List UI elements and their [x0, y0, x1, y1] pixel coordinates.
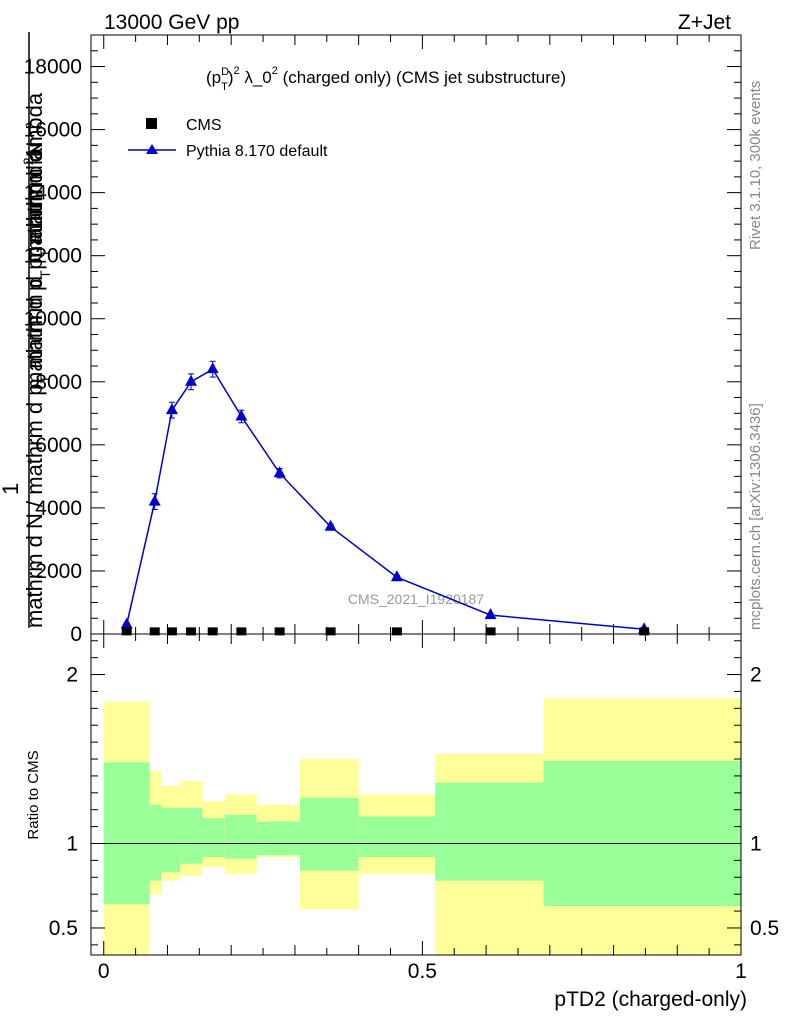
- legend-cms-marker: [146, 118, 157, 129]
- ratio-inner-band: [224, 814, 257, 859]
- pythia-point: [120, 617, 133, 629]
- ratio-panel-ticks: 0.5 0.51 12 20 0.5 1: [49, 634, 779, 983]
- ratio-inner-band: [300, 797, 359, 871]
- y-title-lower: mathrm d N / mathrm d pT mathrm d pT mat…: [22, 150, 53, 628]
- ratio-inner-band: [435, 782, 544, 881]
- x-tick-label: 1: [735, 960, 747, 983]
- ratio-y-tick-label: 2: [66, 664, 78, 687]
- y-tick-label: 8000: [35, 371, 82, 394]
- ratio-y-tick-label-right: 0.5: [750, 917, 779, 940]
- cms-point: [274, 627, 285, 636]
- pythia-point: [235, 409, 248, 421]
- y-title-one: 1: [0, 483, 23, 495]
- plot-title: (pD T)2 λ_02 (charged only) (CMS jet subs…: [206, 65, 566, 93]
- top-panel-ticks: 0 2000 4000 6000 8000 10000 12000 14000 16000 180…: [24, 35, 742, 646]
- y-tick-label: 18000: [24, 56, 82, 79]
- pythia-point: [206, 362, 219, 374]
- ratio-inner-band: [358, 816, 436, 858]
- pythia-point: [390, 570, 403, 582]
- ratio-panel-frame: [90, 633, 742, 956]
- pythia-point: [185, 374, 198, 386]
- x-axis-title: pTD2 (charged-only): [554, 988, 747, 1011]
- ratio-inner-band: [180, 808, 203, 864]
- rivet-version-label: Rivet 3.1.10, 300k events: [747, 81, 764, 250]
- y-tick-label: 10000: [24, 308, 82, 331]
- y-tick-label: 2000: [35, 560, 82, 583]
- ratio-y-tick-label: 1: [66, 832, 78, 855]
- y-tick-label: 4000: [35, 497, 82, 520]
- pythia-point: [273, 466, 286, 478]
- cms-point: [639, 627, 650, 636]
- y-tick-label: 16000: [24, 119, 82, 142]
- cms-point: [325, 627, 336, 636]
- y-axis-title: mathrm d2N mathrm d pT mathrm d lambda 1…: [0, 32, 53, 628]
- pythia-point: [165, 403, 178, 415]
- y-tick-label: 14000: [24, 182, 82, 205]
- y-tick-label: 12000: [24, 245, 82, 268]
- cms-point: [149, 627, 160, 636]
- mcplots-label: mcplots.cern.ch [arXiv:1306.3436]: [747, 403, 764, 630]
- y-tick-label: 6000: [35, 434, 82, 457]
- legend-cms-label: CMS: [186, 117, 222, 134]
- ratio-y-title: Ratio to CMS: [25, 750, 42, 839]
- energy-label: 13000 GeV pp: [104, 11, 239, 34]
- cms-point: [186, 627, 197, 636]
- cms-point: [485, 627, 496, 636]
- y-title-denominator-upper: mathrm d pT mathrm d lambda: [22, 92, 53, 390]
- cms-point: [236, 627, 247, 636]
- ratio-inner-band: [103, 762, 150, 905]
- ratio-inner-band: [543, 760, 741, 907]
- cms-point: [166, 627, 177, 636]
- pythia-point: [324, 519, 337, 531]
- ratio-y-tick-label-right: 1: [750, 832, 762, 855]
- process-label: Z+Jet: [678, 11, 731, 34]
- ratio-bands: [103, 698, 741, 955]
- cms-point: [391, 627, 402, 636]
- ratio-inner-band: [202, 818, 225, 858]
- top-panel-marks: [120, 360, 651, 636]
- y-tick-label: 0: [70, 623, 82, 646]
- cms-point: [121, 627, 132, 636]
- ratio-inner-band: [149, 804, 162, 881]
- ratio-inner-band: [256, 821, 301, 856]
- ratio-inner-band: [161, 808, 181, 873]
- pythia-point: [484, 608, 497, 620]
- pythia-point: [148, 494, 161, 506]
- x-tick-label: 0.5: [408, 960, 437, 983]
- legend: CMS Pythia 8.170 default: [128, 117, 328, 160]
- legend-pythia-marker: [146, 144, 158, 154]
- x-tick-label: 0: [98, 960, 110, 983]
- cms-point: [207, 627, 218, 636]
- ratio-y-tick-label: 0.5: [49, 917, 78, 940]
- ratio-y-tick-label-right: 2: [750, 664, 762, 687]
- legend-pythia-label: Pythia 8.170 default: [186, 143, 328, 160]
- analysis-watermark: CMS_2021_I1920187: [348, 591, 484, 607]
